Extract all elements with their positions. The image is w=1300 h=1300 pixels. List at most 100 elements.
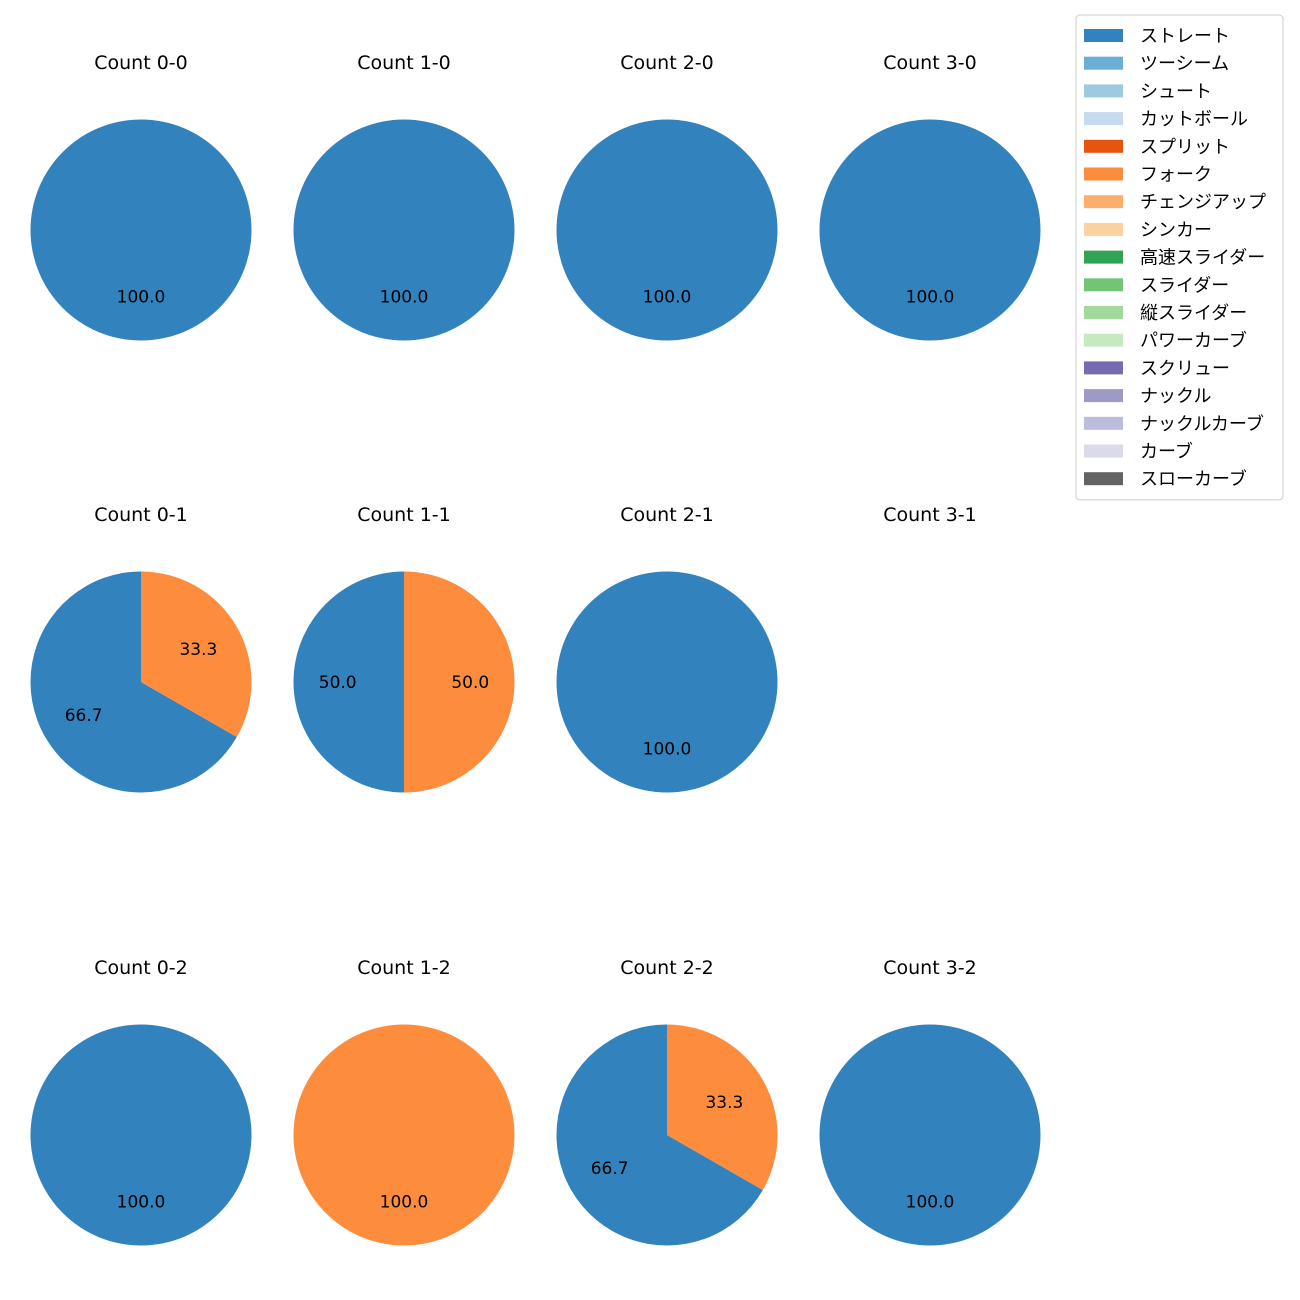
pie-slice bbox=[293, 119, 515, 341]
legend-label: スライダー bbox=[1140, 275, 1229, 296]
legend-item: シュート bbox=[1084, 81, 1212, 102]
legend-label: シュート bbox=[1140, 81, 1212, 102]
pie-4: Count 3-0 100.0 bbox=[819, 52, 1041, 341]
pie-slice bbox=[556, 571, 778, 793]
slice-label: 33.3 bbox=[705, 1093, 743, 1113]
legend-frame bbox=[1075, 14, 1284, 501]
legend-label: カーブ bbox=[1140, 441, 1193, 463]
legend-label: カットボール bbox=[1140, 109, 1248, 130]
legend-label: 縦スライダー bbox=[1140, 303, 1247, 324]
legend-swatch bbox=[1084, 56, 1123, 70]
slice-label: 100.0 bbox=[380, 287, 429, 307]
pie-slice bbox=[556, 1024, 763, 1246]
pie-slice bbox=[293, 1024, 515, 1246]
legend-swatch bbox=[1084, 84, 1123, 98]
legend-swatch bbox=[1084, 389, 1123, 403]
pie-slice bbox=[556, 119, 778, 341]
legend: ストレートツーシームシュートカットボールスプリットフォークチェンジアップシンカー… bbox=[1075, 14, 1284, 501]
pie-slice bbox=[141, 571, 252, 738]
pie-slice bbox=[293, 571, 404, 793]
legend-item: 縦スライダー bbox=[1084, 303, 1247, 324]
legend-item: チェンジアップ bbox=[1084, 192, 1266, 213]
pie-9: Count 0-2 100.0 bbox=[30, 957, 252, 1246]
pie-7: Count 2-1 100.0 bbox=[556, 504, 778, 793]
slice-label: 66.7 bbox=[65, 706, 103, 726]
pie-6: Count 1-1 50.0 50.0 bbox=[293, 504, 515, 793]
legend-item: スプリット bbox=[1084, 137, 1230, 158]
pie-12: Count 3-2 100.0 bbox=[819, 957, 1041, 1246]
legend-swatch bbox=[1084, 416, 1123, 430]
slice-label: 100.0 bbox=[643, 287, 692, 307]
legend-item: カットボール bbox=[1084, 109, 1248, 130]
pie-slice bbox=[30, 1024, 252, 1246]
pie-5: Count 0-1 66.7 33.3 bbox=[30, 504, 252, 793]
legend-swatch bbox=[1084, 333, 1123, 347]
legend-item: パワーカーブ bbox=[1084, 330, 1247, 352]
legend-item: スローカーブ bbox=[1084, 468, 1247, 490]
legend-swatch bbox=[1084, 167, 1123, 181]
pie-title: Count 3-0 bbox=[883, 52, 977, 74]
legend-label: ナックルカーブ bbox=[1140, 413, 1264, 435]
legend-label: フォーク bbox=[1140, 165, 1212, 186]
pie-title: Count 0-1 bbox=[94, 504, 188, 526]
legend-swatch bbox=[1084, 361, 1123, 375]
legend-label: スローカーブ bbox=[1140, 468, 1247, 490]
pie-title: Count 2-1 bbox=[620, 504, 714, 526]
legend-label: シンカー bbox=[1140, 220, 1212, 241]
legend-swatch bbox=[1084, 139, 1123, 153]
pie-3: Count 2-0 100.0 bbox=[556, 52, 778, 341]
legend-item: スクリュー bbox=[1084, 358, 1230, 379]
pie-slice bbox=[404, 571, 515, 793]
pie-11: Count 2-2 66.7 33.3 bbox=[556, 957, 778, 1246]
pie-title: Count 3-1 bbox=[883, 504, 977, 526]
legend-swatch bbox=[1084, 250, 1123, 264]
slice-label: 66.7 bbox=[591, 1159, 629, 1179]
legend-label: チェンジアップ bbox=[1140, 192, 1266, 213]
pie-title: Count 0-0 bbox=[94, 52, 188, 74]
legend-label: ストレート bbox=[1140, 26, 1230, 47]
slice-label: 50.0 bbox=[451, 673, 489, 693]
legend-swatch bbox=[1084, 278, 1123, 292]
legend-swatch bbox=[1084, 195, 1123, 209]
slice-label: 100.0 bbox=[906, 287, 955, 307]
slice-label: 100.0 bbox=[117, 287, 166, 307]
legend-swatch bbox=[1084, 222, 1123, 236]
pie-slice bbox=[667, 1024, 778, 1191]
pie-title: Count 1-0 bbox=[357, 52, 451, 74]
legend-item: ナックルカーブ bbox=[1084, 413, 1264, 435]
legend-label: ナックル bbox=[1140, 386, 1211, 407]
pie-10: Count 1-2 100.0 bbox=[293, 957, 515, 1246]
pie-slice bbox=[819, 119, 1041, 341]
pie-grid: Count 0-0 100.0 Count 1-0 100.0 Count 2-0 100… bbox=[30, 52, 1041, 1246]
legend-item: フォーク bbox=[1084, 165, 1212, 186]
legend-swatch bbox=[1084, 112, 1123, 126]
legend-item: カーブ bbox=[1084, 441, 1193, 463]
slice-label: 33.3 bbox=[179, 640, 217, 660]
legend-swatch bbox=[1084, 472, 1123, 486]
legend-label: ツーシーム bbox=[1140, 54, 1229, 75]
slice-label: 100.0 bbox=[117, 1192, 166, 1212]
pie-title: Count 3-2 bbox=[883, 957, 977, 979]
legend-label: スプリット bbox=[1140, 137, 1230, 158]
legend-item: ツーシーム bbox=[1084, 54, 1229, 75]
pie-8: Count 3-1 bbox=[883, 504, 977, 526]
slice-label: 100.0 bbox=[906, 1192, 955, 1212]
legend-label: 高速スライダー bbox=[1140, 248, 1265, 269]
legend-swatch bbox=[1084, 29, 1123, 42]
slice-label: 50.0 bbox=[319, 673, 357, 693]
legend-label: スクリュー bbox=[1140, 358, 1230, 379]
pie-title: Count 1-2 bbox=[357, 957, 451, 979]
legend-item: シンカー bbox=[1084, 220, 1212, 241]
legend-label: パワーカーブ bbox=[1140, 330, 1247, 352]
legend-item: スライダー bbox=[1084, 275, 1229, 296]
pie-slice bbox=[30, 119, 252, 341]
legend-swatch bbox=[1084, 444, 1123, 458]
legend-swatch bbox=[1084, 306, 1123, 319]
pie-title: Count 0-2 bbox=[94, 957, 188, 979]
pie-slice bbox=[30, 571, 237, 793]
pie-title: Count 2-0 bbox=[620, 52, 714, 74]
pie-title: Count 1-1 bbox=[357, 504, 451, 526]
legend-item: 高速スライダー bbox=[1084, 248, 1265, 269]
slice-label: 100.0 bbox=[643, 739, 692, 759]
